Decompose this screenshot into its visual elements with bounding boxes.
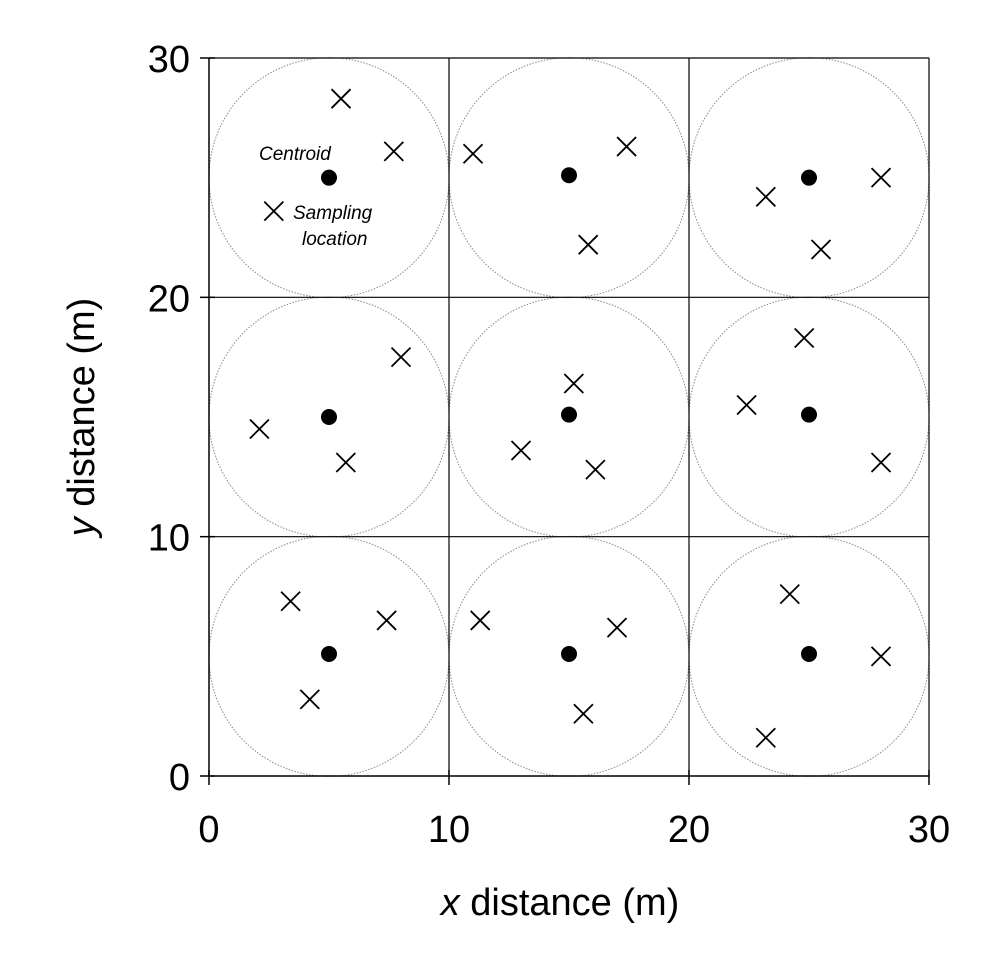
centroid-point bbox=[561, 406, 577, 423]
x-tick-label: 10 bbox=[428, 809, 470, 851]
sampling-location-point bbox=[606, 617, 628, 638]
y-tick-label: 0 bbox=[169, 757, 190, 799]
y-tick-label: 20 bbox=[148, 278, 190, 320]
sampling-location-point bbox=[870, 167, 892, 188]
sampling-location-point bbox=[870, 452, 892, 473]
centroid-point bbox=[561, 167, 577, 184]
centroid-point bbox=[801, 645, 817, 662]
centroid-point bbox=[321, 169, 337, 186]
sampling-location-point bbox=[470, 610, 491, 631]
sampling-location-point bbox=[335, 452, 356, 473]
sampling-location-point bbox=[390, 347, 412, 368]
sampling-location-point bbox=[779, 583, 800, 605]
x-axis-variable: x bbox=[439, 882, 462, 924]
sampling-location-point bbox=[585, 459, 606, 480]
sampling-location-point bbox=[330, 88, 352, 109]
sampling-location-point bbox=[462, 143, 484, 164]
y-axis-title: y distance (m) bbox=[61, 298, 103, 540]
sampling-location-point bbox=[263, 201, 284, 222]
axes bbox=[200, 57, 930, 785]
sampling-location-point bbox=[616, 136, 637, 157]
x-tick-label: 30 bbox=[908, 809, 950, 851]
sampling-location-point bbox=[510, 440, 532, 461]
grid-lines bbox=[209, 57, 930, 776]
sampling-location-point bbox=[794, 327, 815, 349]
x-tick-label: 20 bbox=[668, 809, 710, 851]
y-axis-title-rest: distance (m) bbox=[61, 298, 103, 518]
sampling-annotation-line-2: location bbox=[302, 229, 368, 250]
sampling-location-point bbox=[573, 703, 594, 724]
tick-labels: 0 10 20 30 0 10 20 30 bbox=[148, 39, 950, 851]
sampling-location-point bbox=[736, 394, 757, 416]
x-tick-label: 0 bbox=[198, 809, 219, 851]
sampling-location-point bbox=[376, 610, 397, 631]
x-axis-title-rest: distance (m) bbox=[460, 882, 680, 924]
sampling-location-point bbox=[810, 239, 832, 260]
sampling-location-point bbox=[563, 373, 584, 394]
centroid-point bbox=[321, 409, 337, 425]
x-axis-title: x distance (m) bbox=[439, 882, 680, 924]
centroid-point bbox=[801, 406, 817, 423]
sampling-location-point bbox=[249, 418, 270, 440]
y-tick-label: 30 bbox=[148, 39, 190, 81]
centroid-annotation: Centroid bbox=[259, 144, 332, 165]
y-axis-variable: y bbox=[61, 515, 103, 539]
sampling-annotation-line-1: Sampling bbox=[293, 203, 373, 224]
centroid-points bbox=[321, 167, 817, 662]
centroid-point bbox=[801, 169, 817, 186]
sampling-location-point bbox=[578, 234, 599, 255]
sampling-location-point bbox=[755, 727, 776, 748]
sampling-location-point bbox=[870, 646, 892, 667]
sampling-location-point bbox=[299, 689, 320, 710]
y-tick-label: 10 bbox=[148, 518, 190, 560]
centroid-point bbox=[321, 645, 337, 662]
centroid-point bbox=[561, 645, 577, 662]
sampling-location-point bbox=[755, 186, 776, 207]
sampling-location-point bbox=[383, 141, 404, 162]
sampling-location-points bbox=[249, 88, 892, 748]
sampling-location-point bbox=[280, 591, 301, 612]
